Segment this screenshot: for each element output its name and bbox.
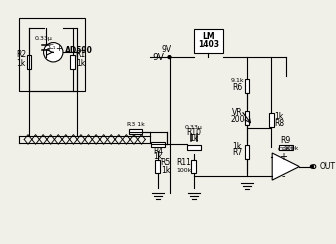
Bar: [187, 145, 201, 150]
Text: 9.1k: 9.1k: [230, 78, 244, 83]
Text: R11: R11: [177, 158, 192, 167]
Text: R9: R9: [281, 136, 291, 145]
Bar: [129, 129, 142, 134]
Text: R3 1k: R3 1k: [127, 122, 144, 127]
Bar: [279, 145, 293, 150]
Text: +: +: [279, 152, 287, 162]
Text: VR: VR: [232, 108, 243, 117]
Bar: [27, 55, 32, 69]
Text: +: +: [55, 44, 61, 53]
Circle shape: [44, 42, 63, 62]
Text: 1k: 1k: [76, 59, 85, 68]
Text: R10: R10: [186, 128, 201, 137]
Text: 1403: 1403: [198, 40, 219, 49]
Circle shape: [168, 56, 171, 59]
Text: 200: 200: [230, 115, 245, 124]
Text: OPB7: OPB7: [277, 147, 294, 152]
Text: 0.33μ: 0.33μ: [185, 125, 203, 130]
Bar: [245, 145, 249, 159]
Text: 9V: 9V: [162, 45, 172, 54]
Bar: [19, 18, 85, 91]
Text: 1k: 1k: [189, 134, 198, 143]
Text: 100k: 100k: [283, 146, 298, 151]
Text: C₁: C₁: [49, 44, 56, 51]
Text: R5: R5: [161, 158, 171, 167]
Bar: [70, 55, 75, 69]
Text: 1k: 1k: [161, 166, 170, 175]
Text: R2: R2: [16, 50, 26, 59]
Bar: [156, 160, 160, 173]
Polygon shape: [272, 153, 299, 180]
Bar: [245, 79, 249, 93]
Text: 1k: 1k: [153, 152, 163, 161]
Bar: [269, 113, 274, 127]
Text: R8: R8: [274, 119, 284, 128]
Text: -: -: [47, 43, 50, 53]
Text: 0.33μ: 0.33μ: [35, 36, 52, 41]
Bar: [191, 160, 196, 173]
Text: 100k: 100k: [176, 168, 192, 173]
Text: 1k: 1k: [233, 142, 242, 151]
Bar: [245, 111, 249, 125]
Text: 9V: 9V: [153, 53, 165, 61]
Text: OUT: OUT: [320, 162, 336, 171]
Text: AD590: AD590: [65, 46, 93, 55]
Bar: [151, 142, 165, 147]
Text: R7: R7: [232, 149, 243, 157]
Bar: [194, 29, 223, 53]
Text: -: -: [281, 171, 285, 181]
Text: R4: R4: [153, 147, 163, 156]
Circle shape: [310, 165, 313, 168]
Text: R1: R1: [75, 50, 85, 59]
Text: LM: LM: [202, 32, 215, 41]
Text: 1k: 1k: [274, 112, 284, 121]
Text: R6: R6: [232, 83, 243, 92]
Text: 1k: 1k: [17, 59, 26, 68]
